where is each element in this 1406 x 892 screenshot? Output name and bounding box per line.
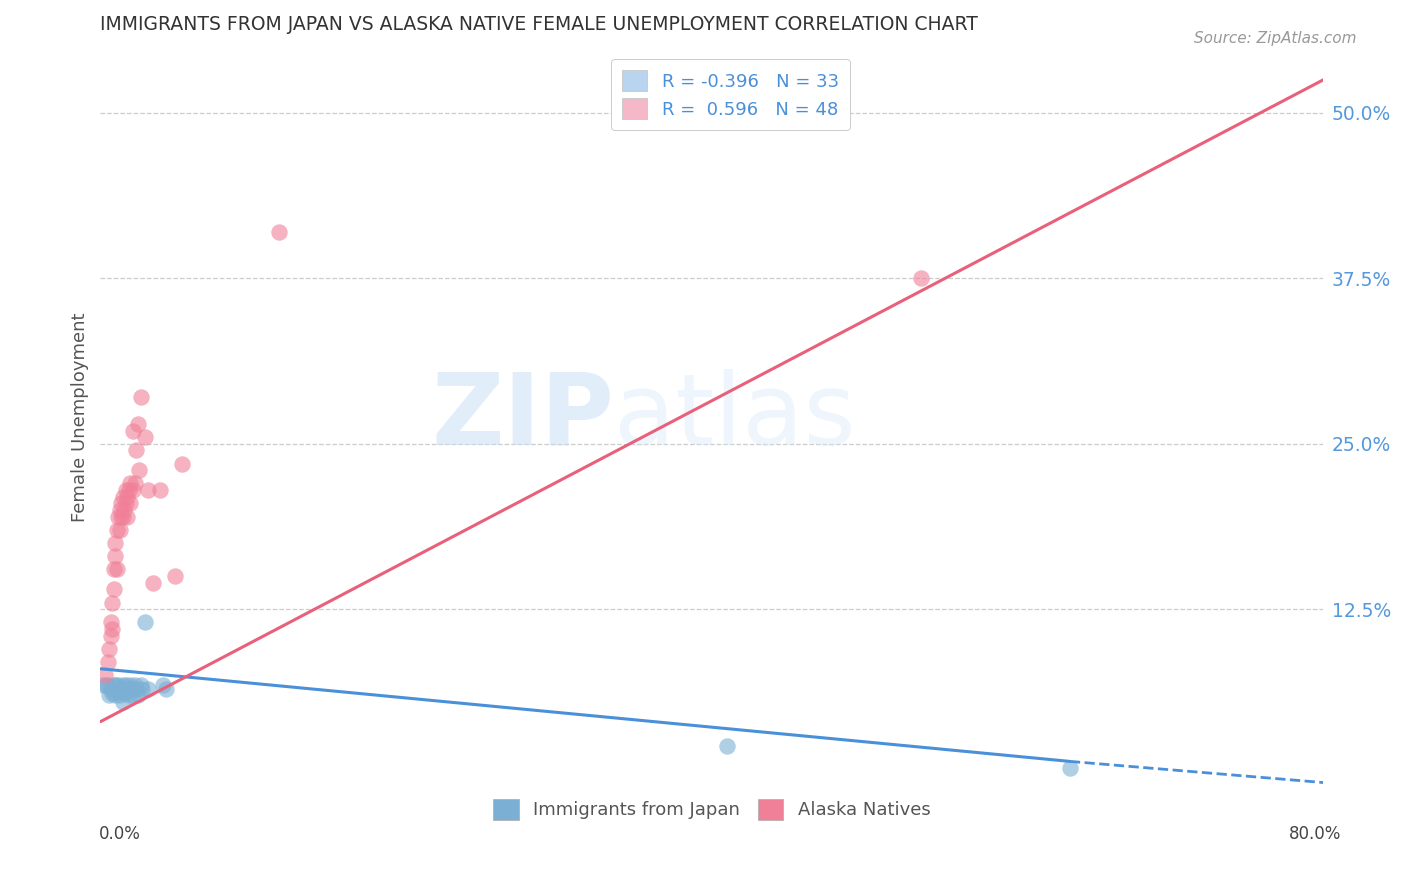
Point <box>122 424 145 438</box>
Point <box>94 668 117 682</box>
Legend: Immigrants from Japan, Alaska Natives: Immigrants from Japan, Alaska Natives <box>486 792 938 827</box>
Point <box>129 391 152 405</box>
Point <box>105 562 128 576</box>
Point <box>111 509 134 524</box>
Point <box>91 678 114 692</box>
Point <box>112 503 135 517</box>
Point <box>115 509 138 524</box>
Point <box>107 678 129 692</box>
Text: 0.0%: 0.0% <box>98 825 141 843</box>
Point <box>103 562 125 576</box>
Point <box>1059 761 1081 775</box>
Point <box>108 503 131 517</box>
Point <box>103 582 125 597</box>
Point <box>114 496 136 510</box>
Point <box>104 678 127 692</box>
Point <box>716 739 738 753</box>
Point <box>128 463 150 477</box>
Point <box>104 688 127 702</box>
Point <box>112 685 135 699</box>
Text: 80.0%: 80.0% <box>1288 825 1341 843</box>
Point <box>118 483 141 497</box>
Point <box>111 678 134 692</box>
Point <box>107 509 129 524</box>
Point <box>110 496 132 510</box>
Point <box>269 225 291 239</box>
Point <box>98 688 121 702</box>
Point <box>101 596 124 610</box>
Point <box>103 678 125 692</box>
Point <box>110 509 132 524</box>
Point <box>104 536 127 550</box>
Point <box>149 483 172 497</box>
Point <box>100 681 122 696</box>
Point <box>98 641 121 656</box>
Point <box>118 688 141 702</box>
Point <box>1372 93 1395 107</box>
Point <box>101 622 124 636</box>
Point <box>172 457 194 471</box>
Point <box>108 523 131 537</box>
Point <box>125 681 148 696</box>
Point <box>96 678 118 692</box>
Point <box>121 681 143 696</box>
Point <box>910 271 932 285</box>
Point <box>125 443 148 458</box>
Text: IMMIGRANTS FROM JAPAN VS ALASKA NATIVE FEMALE UNEMPLOYMENT CORRELATION CHART: IMMIGRANTS FROM JAPAN VS ALASKA NATIVE F… <box>100 15 979 34</box>
Point <box>114 678 136 692</box>
Y-axis label: Female Unemployment: Female Unemployment <box>72 312 89 522</box>
Point <box>100 629 122 643</box>
Point <box>124 476 146 491</box>
Point <box>134 430 156 444</box>
Point <box>163 569 186 583</box>
Point <box>131 681 153 696</box>
Point <box>115 681 138 696</box>
Point <box>111 695 134 709</box>
Point <box>105 523 128 537</box>
Point <box>122 688 145 702</box>
Point <box>101 685 124 699</box>
Text: atlas: atlas <box>614 368 856 466</box>
Point <box>110 681 132 696</box>
Point <box>127 417 149 431</box>
Point <box>120 496 142 510</box>
Point <box>134 615 156 630</box>
Point <box>124 678 146 692</box>
Point <box>108 688 131 702</box>
Point <box>136 483 159 497</box>
Point <box>104 549 127 564</box>
Text: ZIP: ZIP <box>432 368 614 466</box>
Point <box>127 688 149 702</box>
Point <box>155 681 177 696</box>
Point <box>136 681 159 696</box>
Point <box>120 476 142 491</box>
Point <box>100 615 122 630</box>
Point <box>129 678 152 692</box>
Point <box>142 575 165 590</box>
Point <box>120 678 142 692</box>
Text: Source: ZipAtlas.com: Source: ZipAtlas.com <box>1194 31 1357 46</box>
Point <box>115 490 138 504</box>
Point <box>122 483 145 497</box>
Point <box>97 678 120 692</box>
Point <box>152 678 174 692</box>
Point <box>111 490 134 504</box>
Point <box>114 483 136 497</box>
Point <box>105 681 128 696</box>
Point <box>97 655 120 669</box>
